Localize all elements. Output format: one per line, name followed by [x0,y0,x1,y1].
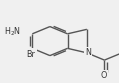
Text: H$_2$N: H$_2$N [4,26,21,38]
Text: O: O [100,71,107,80]
Text: N: N [85,48,91,57]
Text: Br: Br [27,50,36,59]
